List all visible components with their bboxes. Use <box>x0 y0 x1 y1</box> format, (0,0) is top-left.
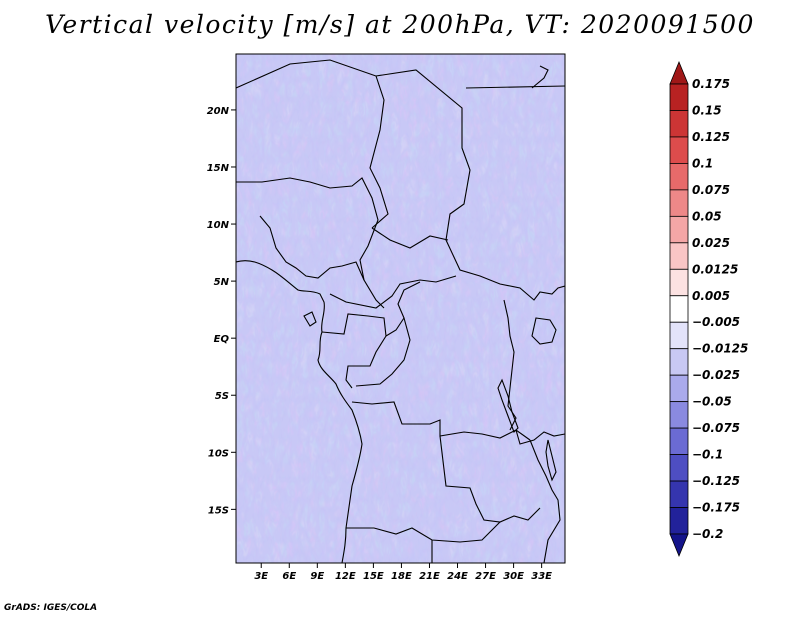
border <box>529 439 561 563</box>
border <box>346 521 501 543</box>
colorbar-segment <box>669 110 689 138</box>
lake-victoria <box>531 317 557 345</box>
colorbar-label: 0.075 <box>692 183 730 197</box>
colorbar-label: 0.0125 <box>692 262 738 276</box>
colorbar-bottom-arrow <box>669 533 689 558</box>
colorbar-label: −0.125 <box>692 474 740 488</box>
map-panel <box>235 53 566 564</box>
colorbar-top-arrow <box>669 60 689 85</box>
colorbar-label: −0.1 <box>692 448 723 462</box>
colorbar-label: −0.05 <box>692 395 732 409</box>
border <box>236 59 389 229</box>
colorbar-segment <box>669 268 689 297</box>
colorbar: 0.175 0.15 0.125 0.1 0.075 0.05 0.025 0.0125 0.0… <box>669 60 748 558</box>
grads-credit: GrADS: IGES/COLA <box>4 603 98 613</box>
colorbar-segment <box>669 295 689 323</box>
y-tick-label: 5N <box>214 277 230 288</box>
x-tick-label: 21E <box>419 571 440 582</box>
colorbar-segment <box>669 348 689 376</box>
x-tick-label: 24E <box>447 571 468 582</box>
border <box>531 65 549 89</box>
colorbar-segment <box>669 189 689 217</box>
x-tick-label: 27E <box>475 571 496 582</box>
lake-malawi <box>545 439 557 482</box>
x-tick-label: 15E <box>363 571 384 582</box>
x-tick-label: 18E <box>391 571 412 582</box>
y-axis: 20N 15N 10N 5N EQ 5S 10S 15S <box>207 106 236 516</box>
border <box>439 435 541 523</box>
colorbar-segment <box>669 136 689 164</box>
colorbar-segment <box>669 215 689 244</box>
chart-title: Vertical velocity [m/s] at 200hPa, VT: 2… <box>45 10 755 39</box>
colorbar-segment <box>669 507 689 535</box>
colorbar-label: −0.075 <box>692 421 740 435</box>
border <box>259 215 365 281</box>
colorbar-label: −0.175 <box>692 501 740 515</box>
coastlines-borders <box>236 59 565 563</box>
border <box>236 177 385 309</box>
colorbar-segment <box>669 401 689 429</box>
y-tick-label: EQ <box>214 334 230 345</box>
colorbar-label: 0.15 <box>692 103 722 117</box>
lake-tanganyika <box>497 378 519 433</box>
colorbar-segment <box>669 163 689 191</box>
colorbar-label: −0.2 <box>692 527 723 541</box>
border <box>515 429 565 445</box>
x-axis: 3E 6E 9E 12E 15E 18E 21E 24E 27E 30E 33E <box>254 563 552 582</box>
colorbar-segment <box>669 321 689 350</box>
colorbar-label: 0.125 <box>692 130 730 144</box>
colorbar-segment <box>669 454 689 482</box>
x-tick-label: 9E <box>310 571 324 582</box>
colorbar-label: 0.1 <box>692 156 713 170</box>
x-tick-label: 33E <box>531 571 552 582</box>
colorbar-segment <box>669 480 689 508</box>
colorbar-segment <box>669 427 689 455</box>
colorbar-label: 0.025 <box>692 236 730 250</box>
border <box>303 311 317 327</box>
border <box>371 227 449 249</box>
border <box>375 69 565 301</box>
border <box>465 85 565 89</box>
colorbar-label: 0.005 <box>692 289 730 303</box>
y-tick-label: 10S <box>208 448 229 459</box>
colorbar-segment <box>669 242 689 270</box>
colorbar-label: 0.05 <box>692 209 722 223</box>
colorbar-label: −0.025 <box>692 368 740 382</box>
coastline <box>236 260 363 563</box>
colorbar-label: −0.0125 <box>692 342 748 356</box>
border <box>351 401 531 441</box>
colorbar-segment <box>669 83 689 111</box>
y-tick-label: 5S <box>215 391 229 402</box>
y-tick-label: 15N <box>207 163 230 174</box>
y-tick-label: 20N <box>207 106 230 117</box>
x-tick-label: 3E <box>254 571 268 582</box>
x-tick-label: 6E <box>282 571 296 582</box>
colorbar-segment <box>669 374 689 403</box>
x-tick-label: 30E <box>503 571 524 582</box>
colorbar-label: 0.175 <box>692 77 730 91</box>
border <box>329 275 457 309</box>
map-frame <box>235 53 566 564</box>
border <box>355 317 411 387</box>
x-tick-label: 12E <box>335 571 356 582</box>
y-tick-label: 15S <box>208 505 229 516</box>
colorbar-label: −0.005 <box>692 315 740 329</box>
border <box>385 281 421 337</box>
y-tick-label: 10N <box>207 220 230 231</box>
